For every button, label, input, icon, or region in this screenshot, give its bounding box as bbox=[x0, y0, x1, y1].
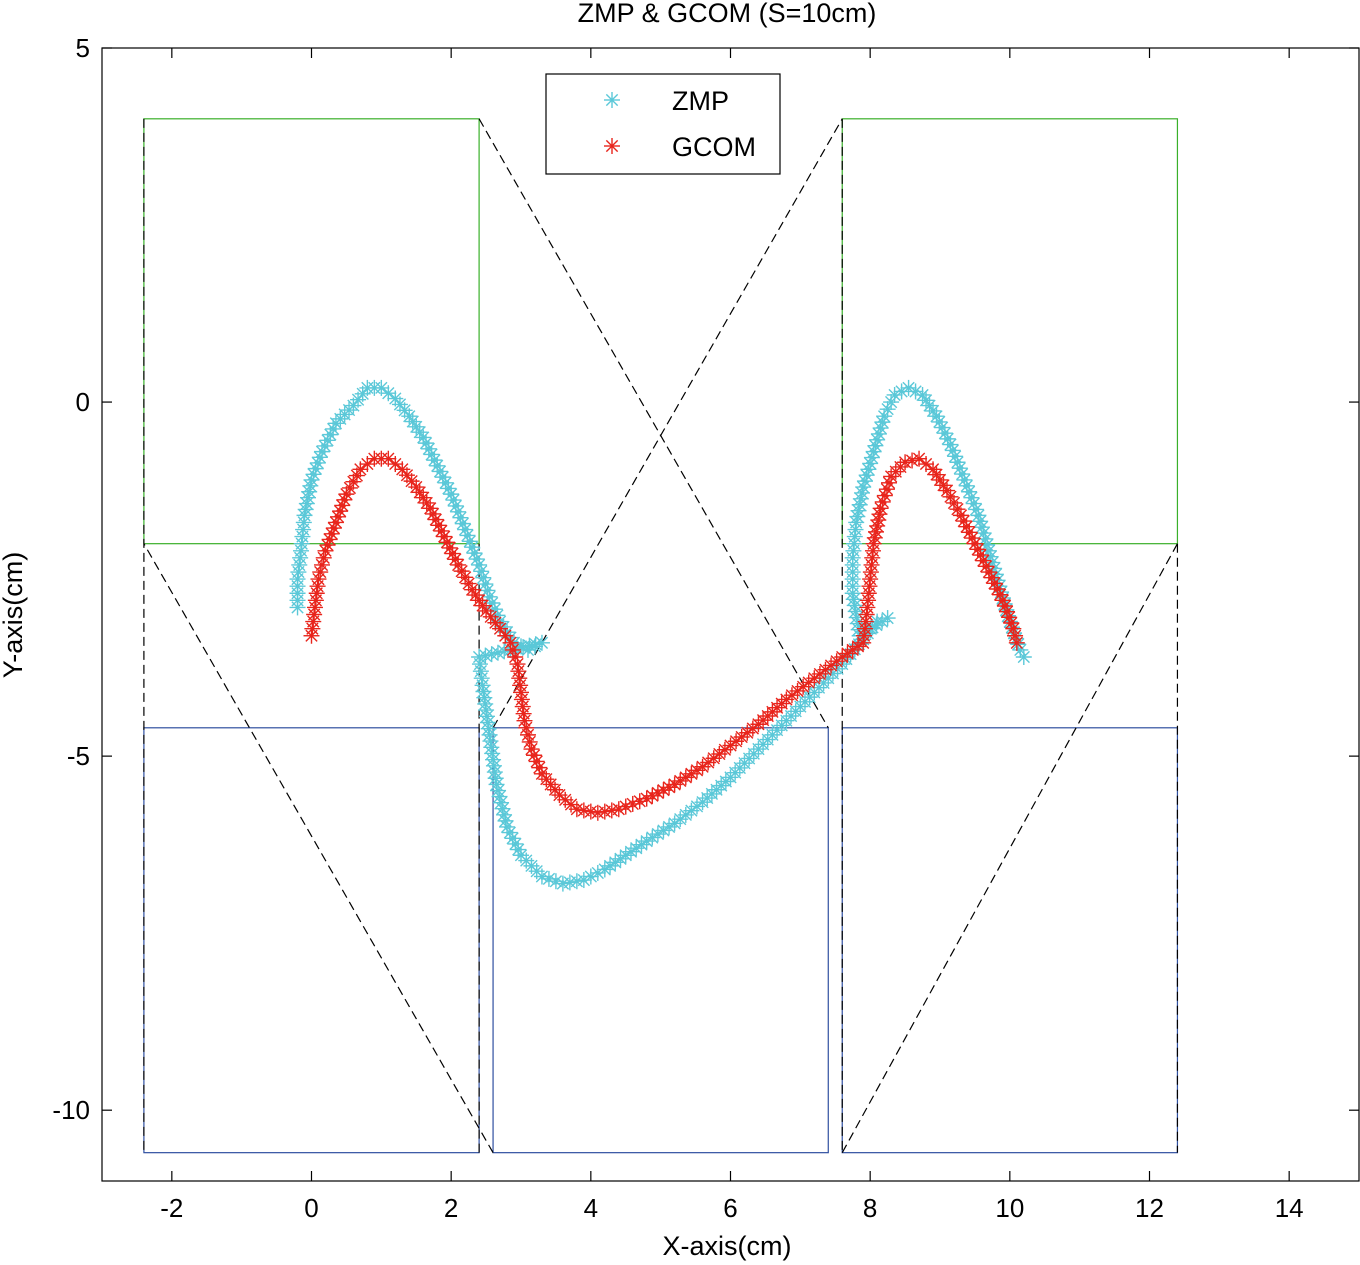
x-tick-label: 14 bbox=[1275, 1193, 1304, 1223]
legend: ZMP GCOM bbox=[545, 73, 781, 175]
support-polygon-line-1 bbox=[143, 543, 494, 1153]
legend-box bbox=[545, 73, 781, 175]
point-gcom-16 bbox=[325, 520, 342, 537]
point-gcom-64 bbox=[507, 648, 524, 665]
plot-area bbox=[143, 118, 1179, 1154]
legend-marker-gcom bbox=[604, 138, 620, 154]
point-zmp-241 bbox=[886, 386, 903, 403]
chart-title: ZMP & GCOM (S=10cm) bbox=[578, 0, 877, 28]
point-zmp-290 bbox=[1015, 648, 1032, 665]
x-tick-label: 0 bbox=[304, 1193, 318, 1223]
support-polygon-line-4 bbox=[492, 118, 843, 729]
x-tick-label: 10 bbox=[995, 1193, 1024, 1223]
point-zmp-94 bbox=[483, 646, 500, 663]
point-gcom-22 bbox=[338, 486, 355, 503]
legend-asterisk-gcom bbox=[604, 138, 620, 154]
lower-footprint-1 bbox=[492, 727, 829, 1154]
series-zmp bbox=[289, 379, 1032, 892]
point-gcom-115 bbox=[733, 729, 750, 746]
x-tick-label: 6 bbox=[723, 1193, 737, 1223]
point-gcom-160 bbox=[876, 487, 893, 504]
point-gcom-200 bbox=[1008, 634, 1025, 651]
point-zmp-96 bbox=[471, 648, 488, 665]
point-zmp-69 bbox=[471, 556, 488, 573]
point-gcom-168 bbox=[911, 450, 928, 467]
point-gcom-26 bbox=[352, 461, 369, 478]
plot-frame bbox=[101, 47, 1360, 1182]
y-tick-label: 0 bbox=[76, 387, 90, 417]
y-axis-label: Y-axis(cm) bbox=[0, 552, 28, 679]
point-gcom-80 bbox=[531, 759, 548, 776]
point-zmp-70 bbox=[473, 563, 490, 580]
point-gcom-176 bbox=[945, 494, 962, 511]
point-gcom-62 bbox=[502, 634, 519, 651]
point-gcom-131 bbox=[817, 661, 834, 678]
point-gcom-159 bbox=[874, 493, 891, 510]
point-zmp-265 bbox=[968, 501, 985, 518]
point-gcom-94 bbox=[610, 801, 627, 818]
point-zmp-235 bbox=[870, 425, 887, 442]
y-tick-label: -5 bbox=[67, 741, 90, 771]
point-zmp-73 bbox=[479, 582, 496, 599]
point-gcom-77 bbox=[523, 741, 540, 758]
point-zmp-133 bbox=[540, 870, 557, 887]
series-gcom bbox=[303, 450, 1025, 821]
legend-marker-zmp bbox=[604, 92, 620, 108]
point-gcom-86 bbox=[557, 791, 574, 808]
x-axis-label: X-axis(cm) bbox=[663, 1231, 792, 1261]
point-zmp-243 bbox=[900, 379, 917, 396]
support-polygon-line-5 bbox=[841, 543, 1178, 1153]
point-zmp-60 bbox=[450, 503, 467, 520]
point-gcom-27 bbox=[359, 456, 376, 473]
legend-label-zmp: ZMP bbox=[672, 86, 729, 116]
point-gcom-158 bbox=[872, 500, 889, 517]
x-tick-label: -2 bbox=[160, 1193, 183, 1223]
x-tick-label: 2 bbox=[444, 1193, 458, 1223]
point-gcom-97 bbox=[631, 793, 648, 810]
point-gcom-96 bbox=[624, 795, 641, 812]
point-gcom-95 bbox=[617, 798, 634, 815]
legend-asterisk-zmp bbox=[604, 92, 620, 108]
point-gcom-61 bbox=[497, 627, 514, 644]
x-tick-label: 4 bbox=[584, 1193, 598, 1223]
point-zmp-75 bbox=[484, 594, 501, 611]
x-tick-label: 12 bbox=[1135, 1193, 1164, 1223]
point-zmp-125 bbox=[504, 830, 521, 847]
point-zmp-223 bbox=[851, 496, 868, 513]
y-tick-label: 5 bbox=[76, 33, 90, 63]
support-polygon-line-0 bbox=[478, 118, 829, 729]
point-gcom-161 bbox=[878, 481, 895, 498]
point-zmp-71 bbox=[475, 569, 492, 586]
point-gcom-74 bbox=[518, 719, 535, 736]
y-tick-label: -10 bbox=[52, 1095, 90, 1125]
point-gcom-162 bbox=[881, 474, 898, 491]
lower-footprint-2 bbox=[841, 727, 1179, 1154]
x-tick-label: 8 bbox=[863, 1193, 877, 1223]
legend-label-gcom: GCOM bbox=[672, 132, 756, 162]
axis-ticks: -2 0 2 4 6 8 10 12 14 5 0 -5 -10 bbox=[52, 33, 1359, 1223]
point-zmp-266 bbox=[970, 507, 987, 524]
lower-footprint-0 bbox=[143, 727, 480, 1154]
point-gcom-60 bbox=[492, 620, 509, 637]
point-gcom-78 bbox=[526, 747, 543, 764]
point-zmp-38 bbox=[373, 379, 390, 396]
point-zmp-102 bbox=[476, 689, 493, 706]
point-zmp-24 bbox=[313, 443, 330, 460]
point-gcom-79 bbox=[528, 753, 545, 770]
